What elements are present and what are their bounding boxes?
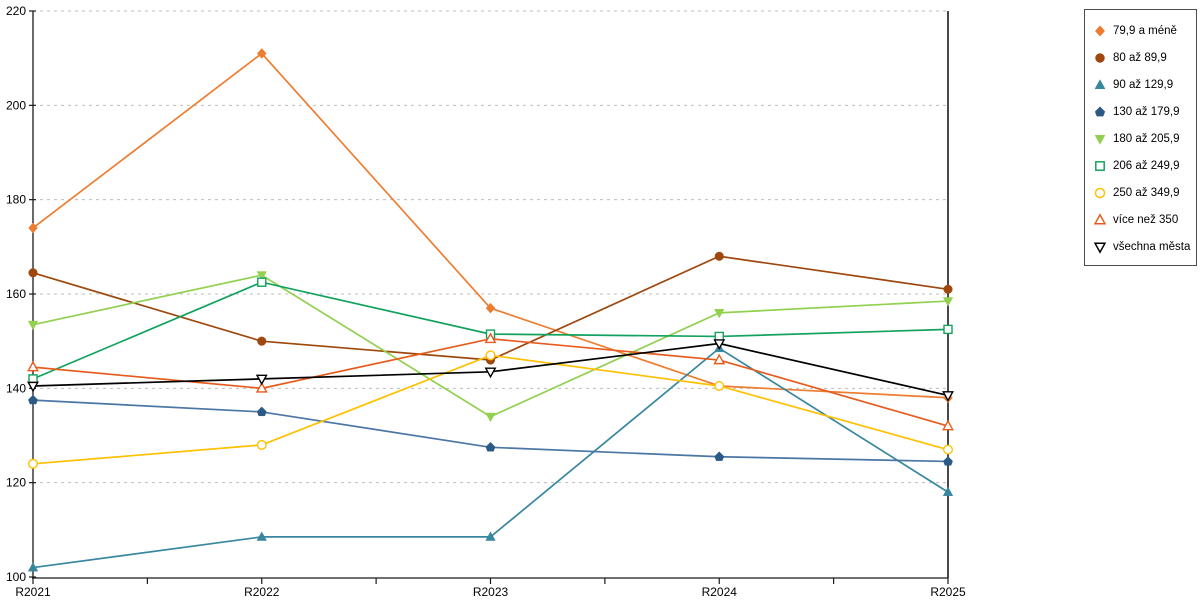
- triangle-marker-icon: [256, 531, 267, 541]
- triangle-marker-icon: [27, 360, 39, 372]
- triangle-down-marker-icon: [1093, 241, 1107, 254]
- legend-label: 80 až 89,9: [1113, 51, 1167, 64]
- y-axis-label: 160: [6, 287, 26, 301]
- triangle-marker-icon: [1094, 78, 1106, 89]
- circle-legend-marker-icon: [1095, 52, 1105, 63]
- series-line: [32, 274, 949, 418]
- triangle-down-marker-icon: [255, 374, 268, 386]
- triangle-marker-icon: [27, 562, 39, 572]
- legend-label: více než 350: [1113, 213, 1179, 226]
- triangle-down-legend-marker-icon: [1093, 241, 1107, 254]
- x-axis-label: R2022: [244, 585, 280, 599]
- diamond-legend-marker-icon: [1094, 24, 1106, 37]
- pentagon-legend-marker-icon: [1094, 105, 1106, 116]
- legend-item: 80 až 89,9: [1093, 44, 1192, 71]
- legend-item: všechna města: [1093, 233, 1192, 260]
- triangle-marker-icon: [485, 531, 496, 541]
- triangle-down-marker-icon: [27, 320, 39, 331]
- series-0: [28, 48, 953, 404]
- circle-marker-icon: [943, 444, 954, 455]
- triangle-legend-marker-icon: [1093, 212, 1107, 225]
- triangle-marker-icon: [1093, 212, 1107, 225]
- pentagon-marker-icon: [943, 456, 953, 466]
- triangle-down-marker-icon: [256, 271, 267, 281]
- x-axis-label: R2025: [930, 585, 966, 599]
- series-8: [27, 339, 954, 402]
- circle-marker-icon: [714, 380, 725, 391]
- legend-label: 130 až 179,9: [1113, 105, 1180, 118]
- square-marker-icon: [257, 277, 267, 287]
- pentagon-marker-icon: [485, 441, 496, 452]
- legend-item: 90 až 129,9: [1093, 71, 1192, 98]
- x-axis-label: R2024: [702, 585, 738, 599]
- triangle-down-marker-icon: [942, 297, 954, 307]
- diamond-marker-icon: [256, 48, 267, 59]
- series-6: [28, 350, 954, 469]
- legend-label: všechna města: [1113, 240, 1191, 253]
- y-axis-label: 180: [6, 193, 26, 207]
- legend-item: 250 až 349,9: [1093, 179, 1192, 206]
- circle-marker-icon: [28, 458, 39, 469]
- triangle-marker-icon: [713, 353, 726, 365]
- triangle-down-marker-icon: [485, 412, 496, 423]
- legend-label: 79,9 a méně: [1113, 24, 1177, 37]
- circle-marker-icon: [1094, 187, 1106, 198]
- diamond-marker-icon: [485, 302, 496, 314]
- triangle-marker-icon: [255, 381, 268, 393]
- square-marker-icon: [943, 324, 953, 335]
- series-2: [27, 342, 954, 572]
- x-axis-label: R2023: [473, 585, 509, 599]
- legend-item: 206 až 249,9: [1093, 152, 1192, 179]
- triangle-legend-marker-icon: [1094, 78, 1106, 89]
- y-axis-label: 220: [6, 4, 26, 18]
- y-axis-label: 140: [6, 381, 26, 395]
- diamond-marker-icon: [1094, 24, 1106, 37]
- triangle-down-marker-icon: [1094, 134, 1106, 145]
- legend-label: 250 až 349,9: [1113, 186, 1180, 199]
- square-legend-marker-icon: [1095, 160, 1105, 171]
- series-4: [27, 271, 954, 423]
- legend-item: více než 350: [1093, 206, 1192, 233]
- legend-item: 79,9 a méně: [1093, 17, 1192, 44]
- triangle-down-marker-icon: [942, 391, 954, 402]
- legend-item: 180 až 205,9: [1093, 125, 1192, 152]
- circle-legend-marker-icon: [1094, 187, 1106, 198]
- circle-marker-icon: [256, 439, 267, 450]
- circle-marker-icon: [1095, 52, 1105, 63]
- y-axis-label: 120: [6, 476, 26, 490]
- triangle-marker-icon: [942, 486, 954, 496]
- legend-label: 90 až 129,9: [1113, 78, 1174, 91]
- y-axis-label: 200: [6, 98, 26, 112]
- pentagon-marker-icon: [256, 406, 267, 417]
- triangle-down-legend-marker-icon: [1094, 134, 1106, 145]
- triangle-down-marker-icon: [484, 367, 497, 379]
- triangle-marker-icon: [484, 332, 497, 344]
- diamond-marker-icon: [28, 222, 38, 234]
- x-axis-label: R2021: [15, 585, 51, 599]
- circle-marker-icon: [714, 251, 724, 261]
- legend-item: 130 až 179,9: [1093, 98, 1192, 125]
- circle-marker-icon: [28, 268, 38, 278]
- y-axis-label: 100: [6, 570, 26, 584]
- series-3: [28, 394, 953, 466]
- triangle-down-marker-icon: [713, 339, 726, 350]
- circle-marker-icon: [943, 284, 953, 294]
- triangle-down-marker-icon: [714, 309, 725, 319]
- square-marker-icon: [1095, 160, 1105, 171]
- legend-label: 180 až 205,9: [1113, 132, 1180, 145]
- triangle-down-marker-icon: [27, 381, 39, 393]
- pentagon-marker-icon: [714, 451, 725, 461]
- triangle-marker-icon: [942, 419, 954, 431]
- chart-legend: 79,9 a méně 80 až 89,9 90 až 129,9 130 až 1…: [1084, 9, 1197, 266]
- circle-marker-icon: [485, 350, 496, 361]
- circle-marker-icon: [257, 336, 267, 346]
- pentagon-marker-icon: [28, 394, 38, 405]
- legend-label: 206 až 249,9: [1113, 159, 1180, 172]
- pentagon-marker-icon: [1094, 105, 1106, 116]
